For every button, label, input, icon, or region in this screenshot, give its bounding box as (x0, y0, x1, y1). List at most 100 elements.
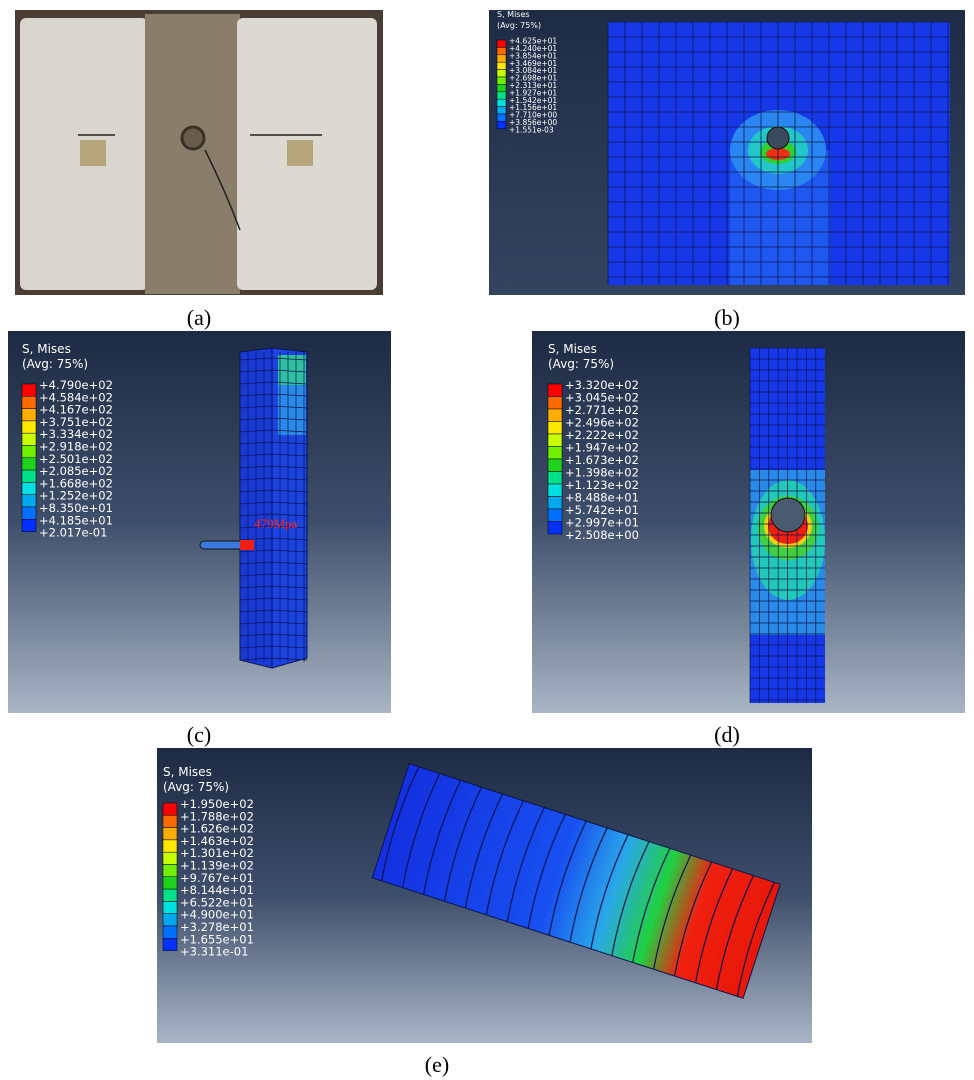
legend-value: +1.139e+02 (180, 859, 254, 873)
legend-swatch (21, 482, 37, 495)
thread (569, 827, 608, 943)
legend-value: +7.710e+00 (509, 111, 557, 120)
legend-swatch (21, 494, 37, 508)
mesh-line (271, 369, 308, 373)
legend-swatch (496, 76, 507, 85)
legend-swatch (547, 433, 563, 447)
legend-value: +2.997e+01 (565, 516, 639, 530)
panel-e (157, 748, 812, 1043)
legend-swatch (547, 408, 563, 422)
legend-value: +2.918e+02 (39, 440, 113, 454)
legend-swatch (162, 827, 178, 841)
legend-swatch (162, 815, 178, 828)
legend-value: +2.698e+01 (509, 74, 557, 83)
mesh-line (271, 609, 308, 613)
mesh-line (271, 513, 308, 517)
mesh-line (271, 633, 308, 637)
legend-value: +2.222e+02 (565, 428, 639, 442)
legend-subtitle: (Avg: 75%) (548, 357, 614, 371)
legend-value: +1.123e+02 (565, 478, 639, 492)
mesh-line (271, 489, 308, 493)
legend-value: +2.501e+02 (39, 452, 113, 466)
thread (736, 882, 776, 997)
mesh-line (271, 561, 308, 565)
legend-title: S, Mises (163, 765, 212, 779)
legend-value: +3.320e+02 (565, 378, 639, 392)
thread (590, 834, 629, 949)
mesh-line (271, 429, 308, 433)
viewport (532, 331, 965, 713)
thread (715, 875, 755, 990)
legend-swatch (547, 471, 563, 485)
legend-swatch (496, 98, 507, 107)
legend-value: +4.900e+01 (180, 908, 254, 922)
legend-value: +3.278e+01 (180, 920, 254, 934)
legend-value: +1.655e+01 (180, 932, 254, 946)
thread (694, 868, 734, 983)
mesh-line (271, 405, 308, 409)
legend-value: +3.334e+02 (39, 427, 113, 441)
mesh-line (271, 417, 308, 421)
legend-value: +1.463e+02 (180, 834, 254, 848)
legend-value: +3.469e+01 (509, 59, 557, 68)
thread (611, 841, 650, 956)
legend-swatch (21, 383, 37, 397)
mesh-line (271, 573, 308, 577)
legend-title: S, Mises (548, 342, 597, 356)
thread (527, 814, 566, 929)
legend-swatch (162, 802, 178, 816)
mesh-line (271, 621, 308, 625)
mesh-line (271, 645, 308, 649)
legend-swatch (162, 925, 178, 939)
legend-swatch (496, 106, 507, 115)
mesh-line (271, 357, 308, 361)
legend-title: S, Mises (22, 342, 71, 356)
joint-strip (145, 14, 240, 294)
mesh-line (271, 525, 308, 529)
legend-swatch (496, 39, 507, 48)
annotation: 479Mpa (254, 516, 298, 531)
legend-value: +1.542e+01 (509, 96, 557, 105)
legend-swatch (21, 519, 37, 532)
legend-value: +1.252e+02 (39, 489, 113, 503)
mesh-lines (239, 352, 308, 662)
legend-swatch (162, 938, 178, 951)
thread (653, 854, 692, 970)
mesh-lines (607, 21, 950, 285)
legend-swatch (496, 91, 507, 100)
thread (674, 861, 713, 977)
legend-swatch (496, 47, 507, 56)
mesh-line (271, 393, 308, 397)
mesh-line (271, 465, 308, 469)
mesh-line (271, 597, 308, 601)
panel-label: (b) (714, 305, 740, 330)
legend-value: +3.856e+00 (509, 118, 557, 127)
legend-value: +1.947e+02 (565, 441, 639, 455)
thread (422, 780, 462, 895)
legend-subtitle: (Avg: 75%) (497, 21, 541, 30)
legend-swatch (21, 396, 37, 409)
legend-swatch (162, 888, 178, 902)
legend-title: S, Mises (497, 10, 530, 19)
threaded-bar (371, 763, 781, 999)
legend-swatch (21, 432, 37, 446)
legend-value: +8.144e+01 (180, 883, 254, 897)
legend-swatch (21, 469, 37, 483)
legend-value: +1.398e+02 (565, 466, 639, 480)
bar-body (371, 763, 781, 999)
legend-value: +2.085e+02 (39, 464, 113, 478)
viewport (8, 331, 391, 713)
legend-value: +2.313e+01 (509, 81, 557, 90)
legend-value: +3.751e+02 (39, 415, 113, 429)
legend-value: +4.240e+01 (509, 44, 557, 53)
panel-label: (a) (187, 305, 211, 330)
legend-swatch (547, 446, 563, 460)
legend-swatch (496, 113, 507, 122)
crack-lines (78, 134, 322, 231)
legend-value: +2.496e+02 (565, 416, 639, 430)
legend-value: +4.790e+02 (39, 378, 113, 392)
legend-swatch (21, 420, 37, 434)
legend-subtitle: (Avg: 75%) (22, 357, 88, 371)
mesh-line (271, 453, 308, 457)
hole (766, 126, 790, 150)
